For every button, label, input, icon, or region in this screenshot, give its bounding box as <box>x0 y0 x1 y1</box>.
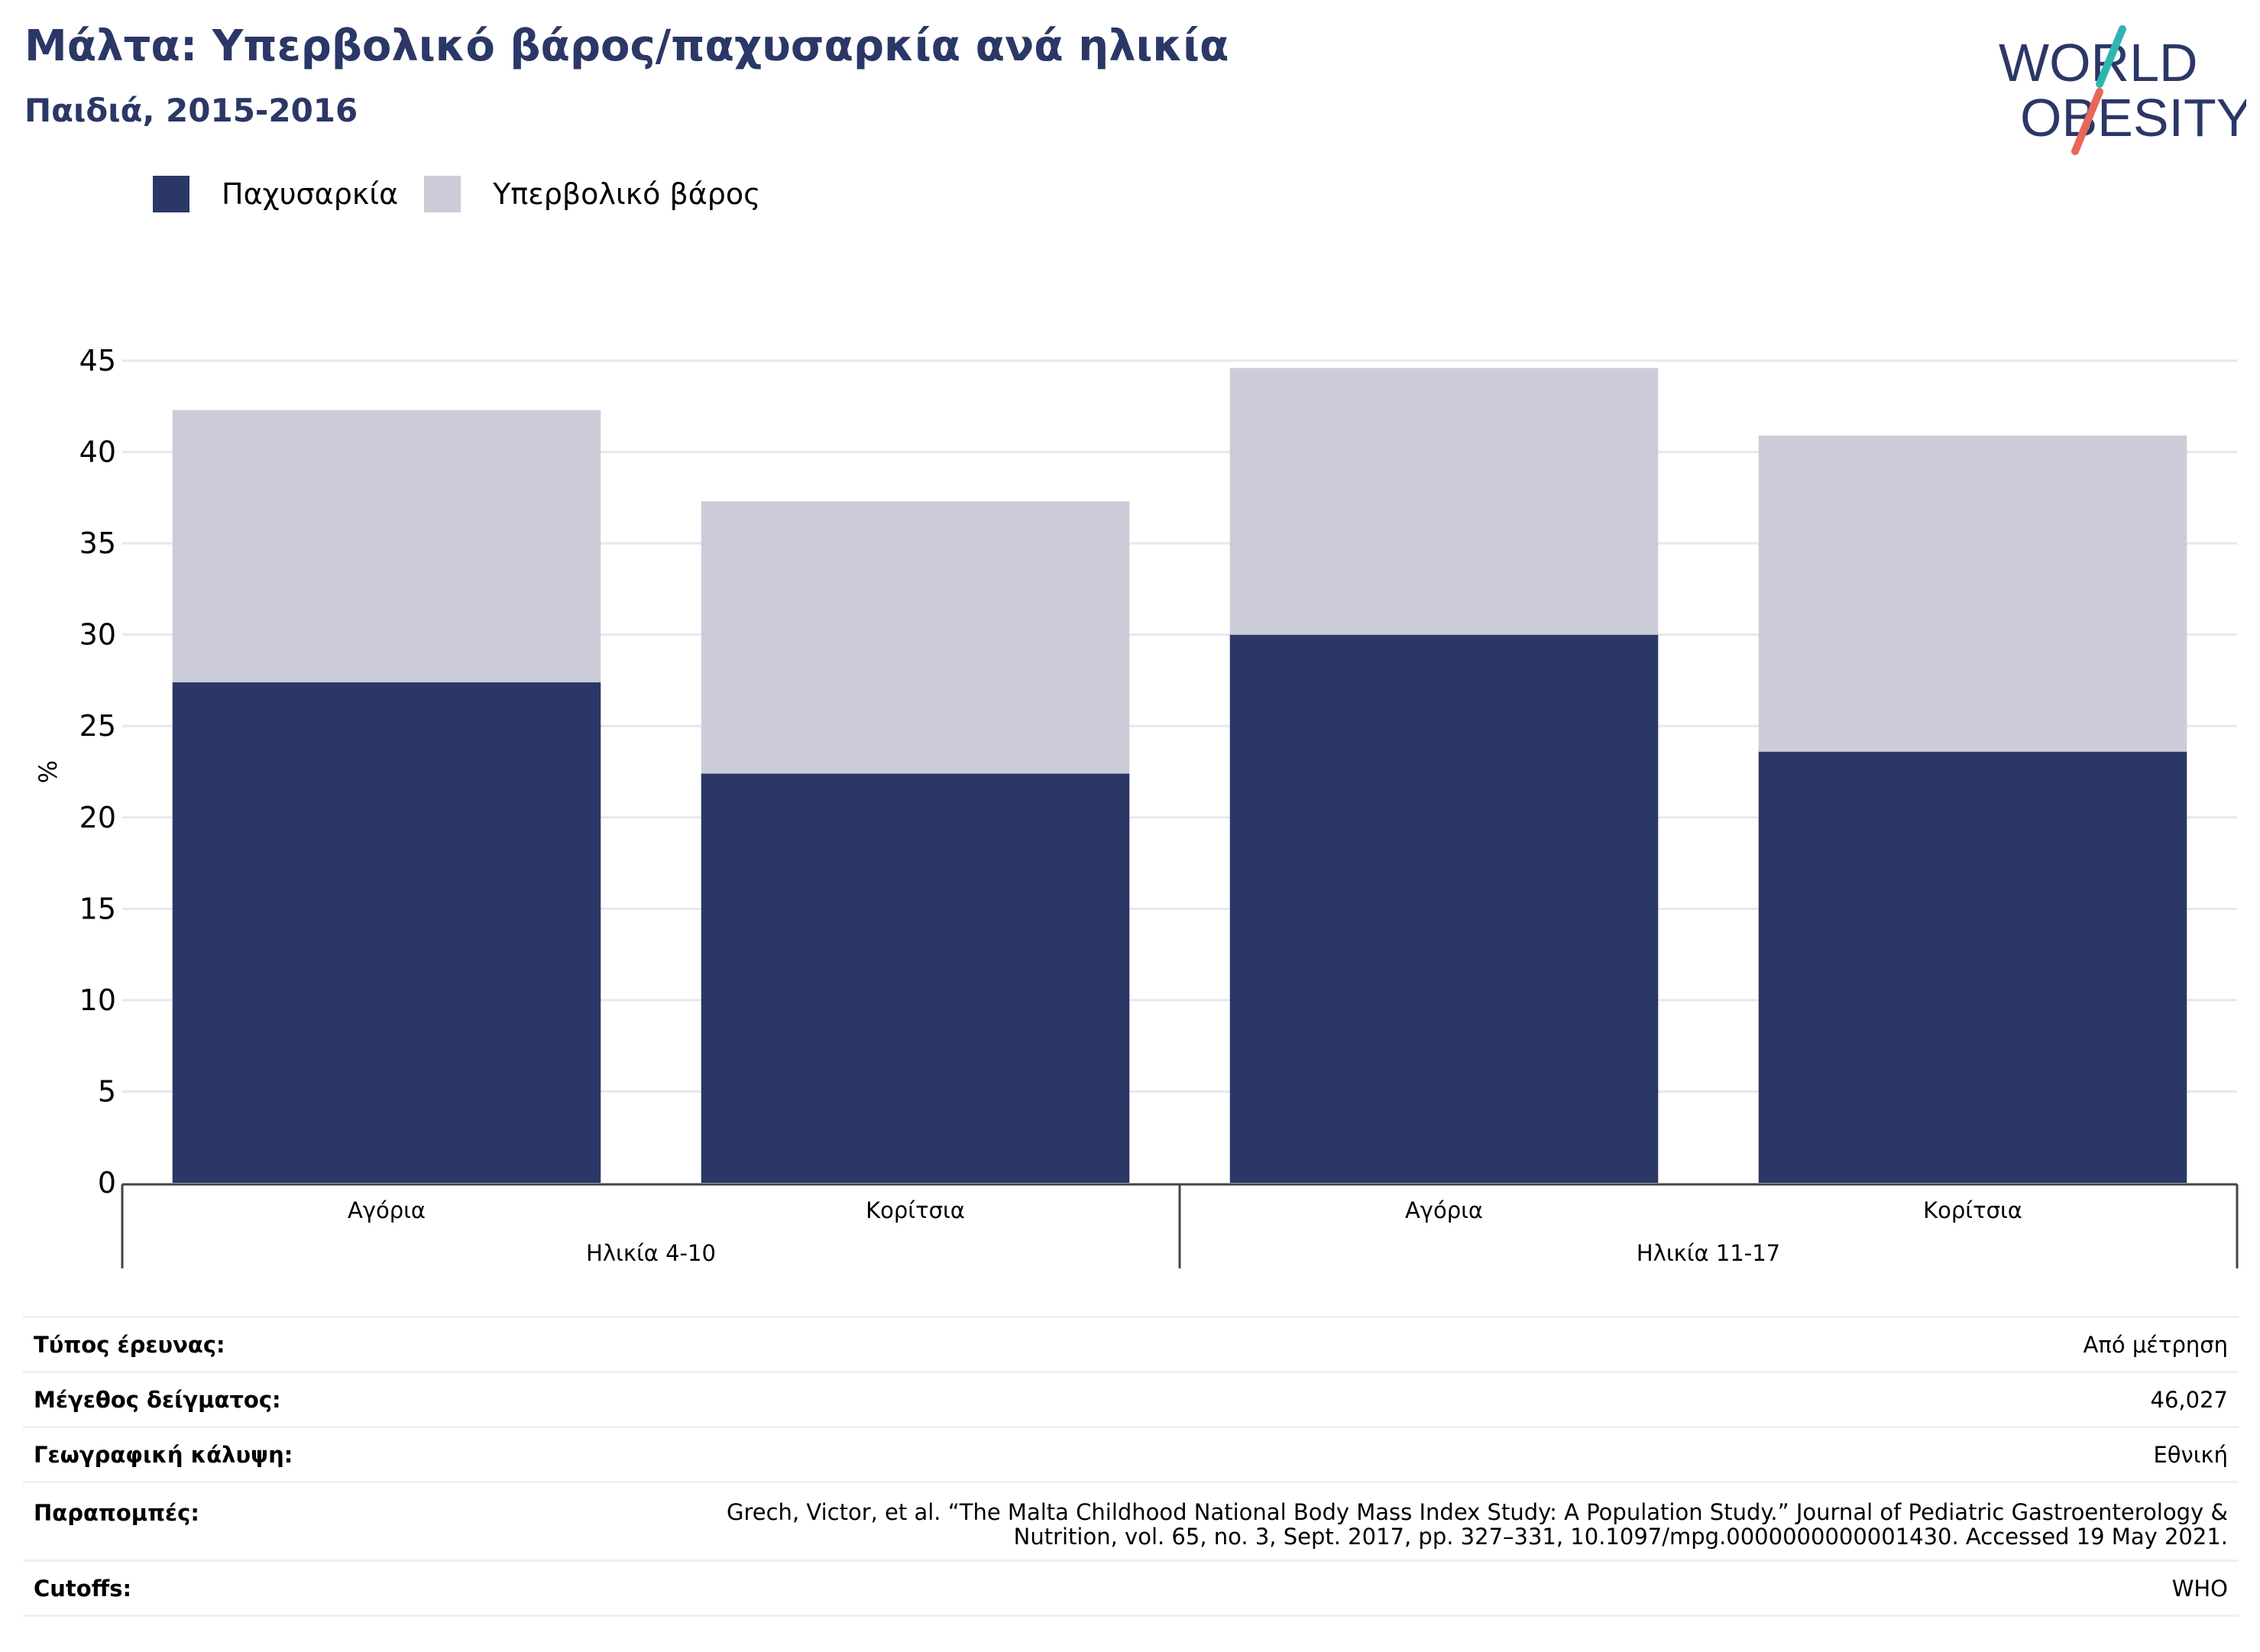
legend-label-overweight: Υπερβολικό βάρος <box>493 177 761 211</box>
x-group-label: Ηλικία 4-10 <box>586 1240 716 1266</box>
info-key-cutoffs: Cutoffs: <box>23 1560 350 1617</box>
y-tick-label: 40 <box>79 436 116 469</box>
info-key-references: Παραπομπές: <box>23 1481 350 1561</box>
survey-info-table: Τύπος έρευνας: Από μέτρηση Μέγεθος δείγμ… <box>23 1316 2239 1617</box>
info-key-coverage: Γεωγραφική κάλυψη: <box>23 1426 350 1482</box>
y-tick-label: 35 <box>79 526 116 560</box>
y-tick-label: 30 <box>79 618 116 652</box>
reference-line-2: Nutrition, vol. 65, no. 3, Sept. 2017, p… <box>1013 1524 2228 1550</box>
info-key-survey-type: Τύπος έρευνας: <box>23 1316 350 1372</box>
x-category-label: Αγόρια <box>348 1197 426 1223</box>
bar-segment <box>1758 436 2187 752</box>
bar-segment <box>1229 368 1659 635</box>
chart-subtitle: Παιδιά, 2015-2016 <box>24 92 358 129</box>
y-tick-label: 5 <box>98 1074 116 1108</box>
info-value-sample-size: 46,027 <box>350 1371 2239 1427</box>
world-obesity-logo: WORLD OBESITY <box>1999 25 2246 155</box>
bar-segment <box>172 410 601 682</box>
legend-item-overweight: Υπερβολικό βάρος <box>424 176 760 212</box>
info-value-references: Grech, Victor, et al. “The Malta Childho… <box>350 1481 2239 1561</box>
legend-swatch-overweight <box>424 176 461 212</box>
logo-text-obesity: OBESITY <box>2020 88 2246 147</box>
x-category-label: Κορίτσια <box>1923 1197 2022 1223</box>
y-axis-label: % <box>34 760 63 783</box>
x-category-label: Αγόρια <box>1405 1197 1483 1223</box>
bar-segment <box>1758 751 2187 1183</box>
info-value-survey-type: Από μέτρηση <box>350 1316 2239 1372</box>
y-tick-label: 10 <box>79 983 116 1017</box>
logo-slash-red <box>2071 88 2103 155</box>
x-category-label: Κορίτσια <box>866 1197 965 1223</box>
bar-segment <box>1229 634 1659 1183</box>
legend-swatch-obesity <box>153 176 189 212</box>
info-row-coverage: Γεωγραφική κάλυψη: Εθνική <box>23 1426 2239 1482</box>
info-key-sample-size: Μέγεθος δείγματος: <box>23 1371 350 1427</box>
y-tick-label: 0 <box>98 1166 116 1200</box>
y-tick-label: 45 <box>79 344 116 377</box>
chart-title: Μάλτα: Υπερβολικό βάρος/παχυσαρκία ανά η… <box>24 21 1229 71</box>
logo-slash-teal <box>2096 25 2126 88</box>
info-row-survey-type: Τύπος έρευνας: Από μέτρηση <box>23 1316 2239 1372</box>
legend-item-obesity: Παχυσαρκία <box>153 176 398 212</box>
reference-line-1: Grech, Victor, et al. “The Malta Childho… <box>727 1499 2228 1525</box>
legend-label-obesity: Παχυσαρκία <box>222 177 399 211</box>
info-row-cutoffs: Cutoffs: WHO <box>23 1560 2239 1617</box>
bar-segment <box>172 682 601 1183</box>
info-row-sample-size: Μέγεθος δείγματος: 46,027 <box>23 1371 2239 1427</box>
bar-segment <box>701 773 1130 1183</box>
x-group-label: Ηλικία 11-17 <box>1637 1240 1780 1266</box>
info-value-coverage: Εθνική <box>350 1426 2239 1482</box>
info-value-cutoffs: WHO <box>350 1560 2239 1617</box>
y-tick-label: 25 <box>79 709 116 743</box>
info-row-references: Παραπομπές: Grech, Victor, et al. “The M… <box>23 1481 2239 1561</box>
chart-legend: Παχυσαρκία Υπερβολικό βάρος <box>153 176 786 212</box>
y-tick-label: 20 <box>79 801 116 834</box>
y-tick-label: 15 <box>79 892 116 925</box>
bar-segment <box>701 501 1130 774</box>
stacked-bar-chart: 0 5 10 15 20 25 30 35 40 45% Αγόρια Κορίτσια Αγόρια Κ… <box>34 344 2239 1268</box>
